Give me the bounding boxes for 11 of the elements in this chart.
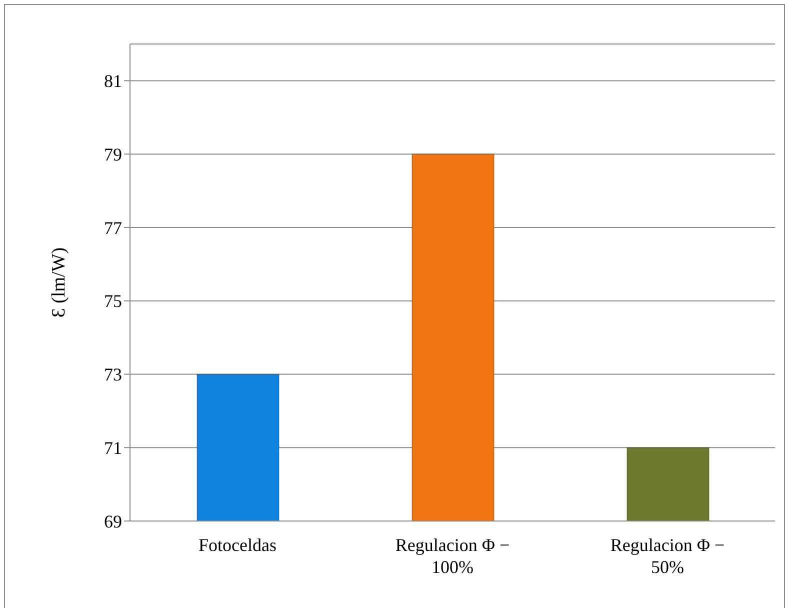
y-tick-label: 71 (104, 438, 122, 458)
y-axis-title: Ɛ (lm/W) (48, 247, 70, 318)
x-tick-label: Fotoceldas (198, 535, 276, 555)
y-tick-label: 77 (104, 218, 122, 238)
x-tick-label: Regulacion Φ − 100% (395, 535, 510, 577)
x-tick-label: Regulacion Φ − 50% (610, 535, 725, 577)
y-tick-label: 69 (104, 511, 122, 532)
y-tick-label: 73 (104, 364, 122, 385)
y-tick-label: 75 (104, 291, 122, 312)
y-tick-label: 81 (104, 71, 122, 92)
y-tick-label: 79 (104, 144, 122, 164)
